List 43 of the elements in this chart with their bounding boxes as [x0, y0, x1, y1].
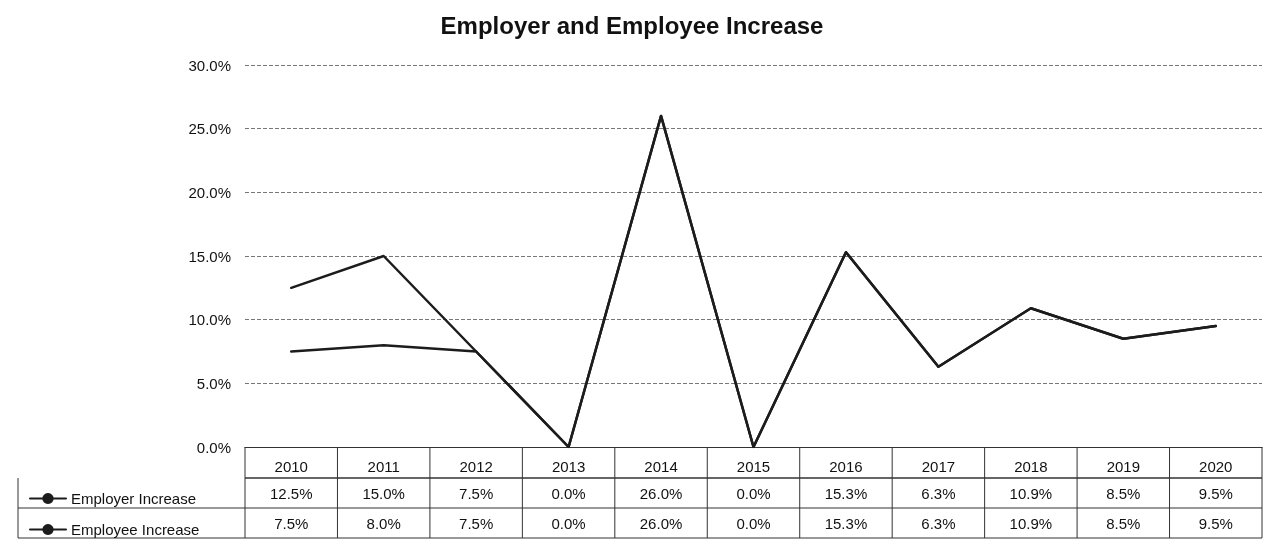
data-label: 15.0% — [362, 484, 405, 502]
data-label: 12.5% — [269, 484, 313, 502]
data-label: 10.9% — [1009, 514, 1053, 532]
data-label: 15.3% — [824, 514, 868, 532]
data-label: 8.0% — [366, 514, 401, 532]
data-label: 9.5% — [1198, 514, 1233, 532]
data-label: 26.0% — [639, 484, 683, 502]
data-label: 10.9% — [1009, 484, 1053, 502]
data-label: 0.0% — [551, 484, 586, 502]
legend-label: Employer Increase — [71, 490, 197, 507]
x-tick-label: 2014 — [644, 458, 678, 475]
data-label: 7.5% — [274, 514, 309, 532]
y-tick-label: 30.0% — [188, 56, 231, 74]
y-tick-label: 20.0% — [188, 183, 231, 201]
x-tick-label: 2017 — [921, 458, 956, 475]
data-label: 0.0% — [736, 484, 771, 502]
x-tick-label: 2013 — [551, 458, 586, 475]
data-label: 9.5% — [1198, 484, 1233, 502]
x-tick-label: 2016 — [829, 458, 863, 475]
x-tick-label: 2015 — [736, 458, 771, 475]
data-label: 8.5% — [1106, 484, 1141, 502]
x-tick-label: 2019 — [1106, 458, 1141, 475]
x-tick-label: 2010 — [274, 458, 308, 475]
legend-label: Employee Increase — [71, 521, 200, 538]
data-label: 15.3% — [824, 484, 868, 502]
data-label: 6.3% — [921, 484, 956, 502]
data-label: 0.0% — [551, 514, 586, 532]
data-label: 7.5% — [459, 514, 494, 532]
x-tick-label: 2018 — [1014, 458, 1048, 475]
y-tick-label: 10.0% — [188, 311, 231, 329]
y-tick-label: 25.0% — [188, 120, 231, 138]
x-tick-label: 2012 — [459, 458, 493, 475]
y-tick-label: 0.0% — [196, 438, 231, 456]
data-label: 8.5% — [1106, 514, 1141, 532]
y-tick-label: 5.0% — [196, 374, 231, 392]
y-tick-label: 15.0% — [188, 247, 231, 265]
data-label: 7.5% — [459, 484, 494, 502]
x-tick-label: 2020 — [1199, 458, 1233, 475]
data-label: 0.0% — [736, 514, 771, 532]
x-tick-label: 2011 — [367, 458, 400, 475]
data-label: 26.0% — [639, 514, 683, 532]
chart-title: Employer and Employee Increase — [440, 11, 824, 39]
data-label: 6.3% — [921, 514, 956, 532]
